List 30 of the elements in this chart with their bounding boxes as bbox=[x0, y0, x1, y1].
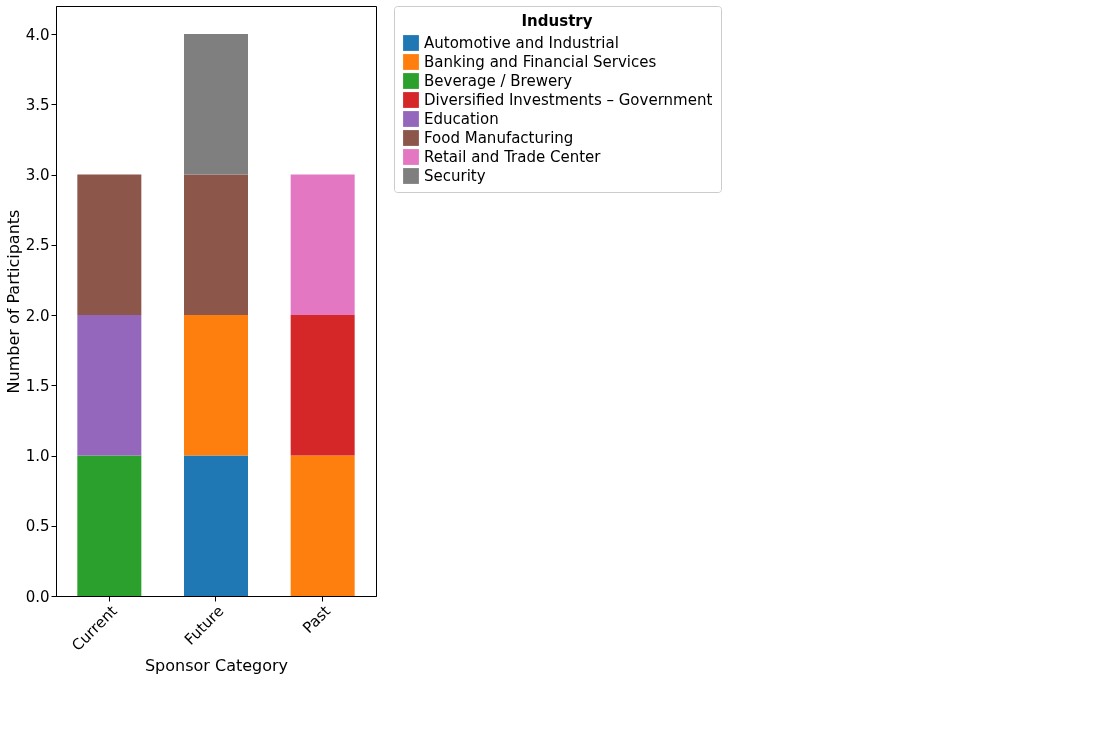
bar bbox=[77, 315, 142, 456]
legend-label: Security bbox=[424, 167, 486, 185]
legend-label: Education bbox=[424, 110, 499, 128]
bar bbox=[290, 174, 355, 316]
bar bbox=[184, 174, 248, 316]
y-tick-label: 4.0 bbox=[25, 25, 50, 44]
legend-label: Banking and Financial Services bbox=[424, 53, 657, 71]
legend-label: Food Manufacturing bbox=[424, 129, 574, 147]
bar bbox=[77, 174, 142, 316]
bar bbox=[290, 455, 355, 596]
y-tick-label: 2.0 bbox=[25, 306, 50, 325]
y-tick-label: 3.5 bbox=[25, 95, 50, 114]
legend-label: Automotive and Industrial bbox=[424, 34, 619, 52]
y-axis-title: Number of Participants bbox=[3, 209, 23, 394]
bar bbox=[77, 455, 142, 596]
x-axis-title: Sponsor Category bbox=[144, 655, 289, 675]
y-tick-label: 2.5 bbox=[25, 236, 50, 255]
bar bbox=[184, 315, 248, 456]
legend-label: Beverage / Brewery bbox=[424, 72, 573, 90]
legend-label: Diversified Investments – Government bbox=[424, 91, 713, 109]
legend-title: Industry bbox=[521, 12, 593, 30]
y-tick-label: 0.5 bbox=[25, 517, 50, 536]
bar bbox=[184, 34, 248, 175]
y-tick-label: 1.0 bbox=[25, 447, 50, 466]
bar bbox=[290, 315, 355, 456]
y-tick-label: 1.5 bbox=[25, 376, 50, 395]
bar bbox=[184, 455, 248, 596]
legend-label: Retail and Trade Center bbox=[424, 148, 602, 166]
y-tick-label: 3.0 bbox=[25, 166, 50, 185]
y-tick-label: 0.0 bbox=[25, 587, 50, 606]
